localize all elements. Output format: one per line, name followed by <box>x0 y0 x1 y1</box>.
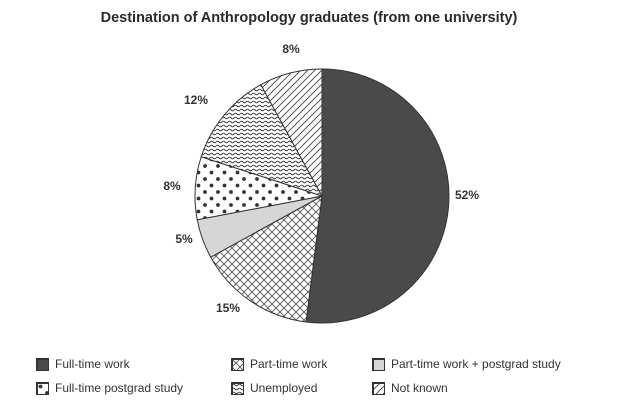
slice-value-label: 8% <box>163 179 181 193</box>
chart-title: Destination of Anthropology graduates (f… <box>100 10 518 26</box>
pie-slices <box>194 68 450 324</box>
pie-slice-full-time-work <box>305 68 450 324</box>
pie-slice-not-known <box>260 68 323 197</box>
slice-value-label: 5% <box>175 232 193 246</box>
slice-value-label: 8% <box>282 42 300 56</box>
slice-value-label: 12% <box>184 93 208 107</box>
pie-slice-unemployed <box>200 84 324 197</box>
slice-value-label: 15% <box>216 301 240 315</box>
pie-slice-part-time-work <box>210 195 323 323</box>
slice-value-label: 52% <box>455 188 479 202</box>
slice-labels: 52% 15% 5% 8% 12% 8% <box>163 42 479 315</box>
